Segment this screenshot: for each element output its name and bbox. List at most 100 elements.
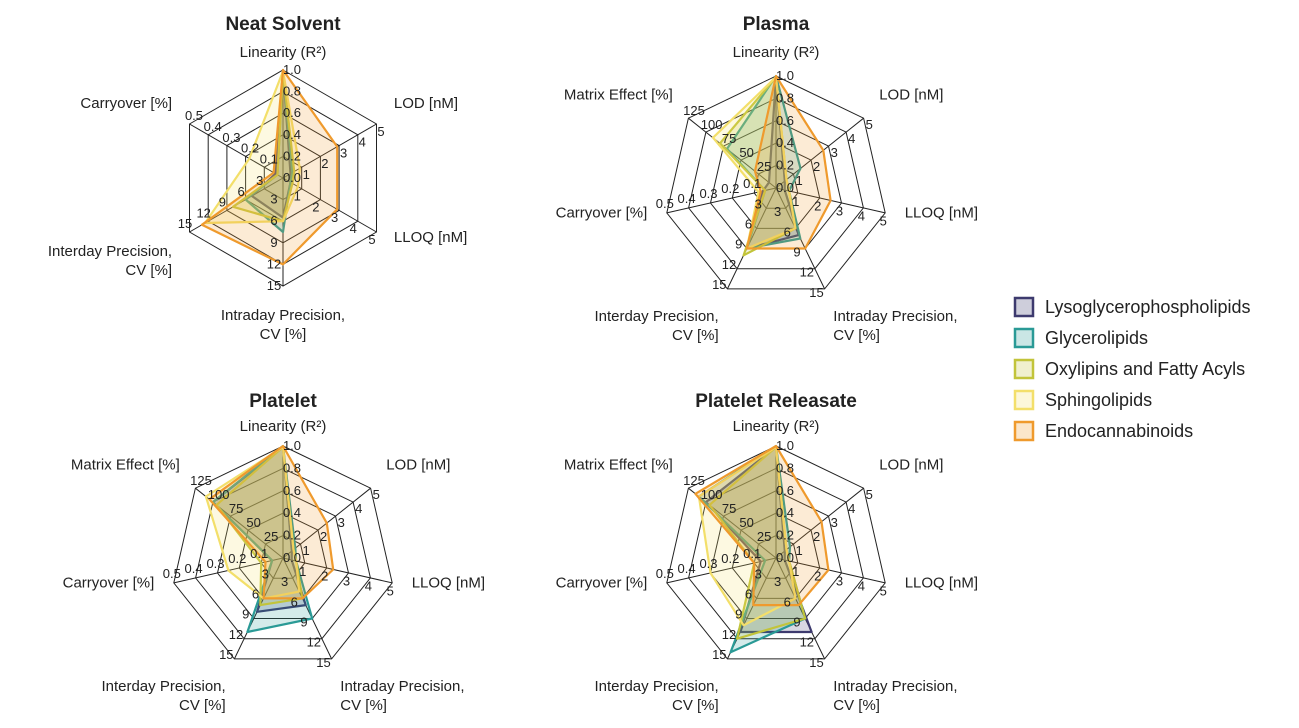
axis-label: Carryover [%] xyxy=(556,574,648,591)
tick-label: 0.4 xyxy=(776,505,794,520)
tick-label: 15 xyxy=(809,655,823,670)
tick-label: 6 xyxy=(784,224,791,239)
grid-ring xyxy=(731,142,821,229)
tick-label: 9 xyxy=(219,195,226,210)
grid-ring xyxy=(753,535,799,579)
tick-label: 0.4 xyxy=(678,191,696,206)
tick-label: 3 xyxy=(331,210,338,225)
tick-label: 3 xyxy=(343,574,350,589)
tick-label: 0.2 xyxy=(283,528,301,543)
tick-label: 6 xyxy=(784,594,791,609)
tick-label: 6 xyxy=(745,217,752,232)
tick-label: 4 xyxy=(355,501,362,516)
tick-label: 1 xyxy=(303,167,310,182)
axis-label: CV [%] xyxy=(672,327,719,344)
tick-label: 1 xyxy=(792,194,799,209)
axis-spoke xyxy=(775,117,864,189)
tick-label: 15 xyxy=(267,278,281,293)
tick-label: 1.0 xyxy=(776,438,794,453)
axis-spoke xyxy=(775,557,886,584)
axis-spoke xyxy=(666,557,777,584)
axis-label: LOD [nM] xyxy=(879,87,943,104)
series-polygon-3 xyxy=(711,75,797,250)
tick-label: 5 xyxy=(373,487,380,502)
tick-label: 1.0 xyxy=(776,68,794,83)
tick-label: 9 xyxy=(793,245,800,260)
tick-label: 4 xyxy=(350,221,357,236)
tick-label: 0.2 xyxy=(776,158,794,173)
axis-label: Interday Precision, xyxy=(101,678,225,695)
tick-label: 0.2 xyxy=(241,141,259,156)
tick-label: 100 xyxy=(701,117,723,132)
axis-spoke xyxy=(282,123,377,179)
tick-label: 12 xyxy=(196,205,210,220)
tick-label: 3 xyxy=(262,566,269,581)
tick-label: 0.3 xyxy=(699,186,717,201)
tick-label: 0.4 xyxy=(776,135,794,150)
tick-label: 0.1 xyxy=(250,546,268,561)
axis-label: Intraday Precision, xyxy=(833,678,957,695)
axis-label: CV [%] xyxy=(833,327,880,344)
grid-ring xyxy=(216,490,350,619)
legend-label: Endocannabinoids xyxy=(1045,421,1193,441)
tick-label: 0.3 xyxy=(222,130,240,145)
tick-label: 3 xyxy=(338,515,345,530)
legend-label: Sphingolipids xyxy=(1045,390,1152,410)
axis-label: LOD [nM] xyxy=(386,457,450,474)
tick-label: 3 xyxy=(270,192,277,207)
tick-label: 75 xyxy=(229,501,243,516)
tick-label: 25 xyxy=(757,159,771,174)
axis-label: LLOQ [nM] xyxy=(412,574,485,591)
axis-label: Interday Precision, xyxy=(594,308,718,325)
axis-label: CV [%] xyxy=(125,262,172,279)
axis-label: Linearity (R²) xyxy=(240,44,327,61)
axis-label: CV [%] xyxy=(672,697,719,714)
tick-label: 9 xyxy=(793,615,800,630)
tick-label: 0.0 xyxy=(776,550,794,565)
tick-label: 50 xyxy=(739,145,753,160)
series-polygon-4 xyxy=(200,68,339,266)
tick-label: 15 xyxy=(712,277,726,292)
axis-label: CV [%] xyxy=(179,697,226,714)
tick-label: 3 xyxy=(281,574,288,589)
grid-ring xyxy=(688,97,864,270)
tick-label: 15 xyxy=(219,647,233,662)
tick-label: 0.8 xyxy=(283,460,301,475)
tick-label: 6 xyxy=(270,213,277,228)
tick-label: 1 xyxy=(299,564,306,579)
tick-label: 2 xyxy=(814,199,821,214)
tick-label: 5 xyxy=(368,232,375,247)
tick-label: 4 xyxy=(359,135,366,150)
series-polygon-4 xyxy=(745,74,832,250)
tick-label: 2 xyxy=(814,569,821,584)
tick-label: 3 xyxy=(774,574,781,589)
tick-label: 0.5 xyxy=(163,566,181,581)
tick-label: 2 xyxy=(312,199,319,214)
legend-label: Oxylipins and Fatty Acyls xyxy=(1045,359,1245,379)
tick-label: 50 xyxy=(739,515,753,530)
radar-panel-0: Neat Solvent0.00.20.40.60.81.01234512345… xyxy=(48,14,467,343)
tick-label: 1 xyxy=(294,189,301,204)
tick-label: 9 xyxy=(735,237,742,252)
tick-label: 0.5 xyxy=(656,566,674,581)
tick-label: 75 xyxy=(722,131,736,146)
radar-panel-3: Platelet Releasate0.00.20.40.60.81.01234… xyxy=(556,391,978,714)
tick-label: 3 xyxy=(256,173,263,188)
tick-label: 15 xyxy=(316,655,330,670)
tick-label: 12 xyxy=(229,627,243,642)
tick-label: 5 xyxy=(377,124,384,139)
tick-label: 1.0 xyxy=(283,438,301,453)
tick-label: 3 xyxy=(831,515,838,530)
tick-label: 3 xyxy=(340,145,347,160)
tick-label: 4 xyxy=(365,579,372,594)
tick-label: 1 xyxy=(795,543,802,558)
tick-label: 100 xyxy=(208,487,230,502)
tick-label: 0.2 xyxy=(228,551,246,566)
tick-label: 3 xyxy=(836,204,843,219)
tick-label: 12 xyxy=(800,635,814,650)
tick-label: 0.5 xyxy=(185,108,203,123)
axis-label: CV [%] xyxy=(340,697,387,714)
tick-label: 0.0 xyxy=(283,550,301,565)
